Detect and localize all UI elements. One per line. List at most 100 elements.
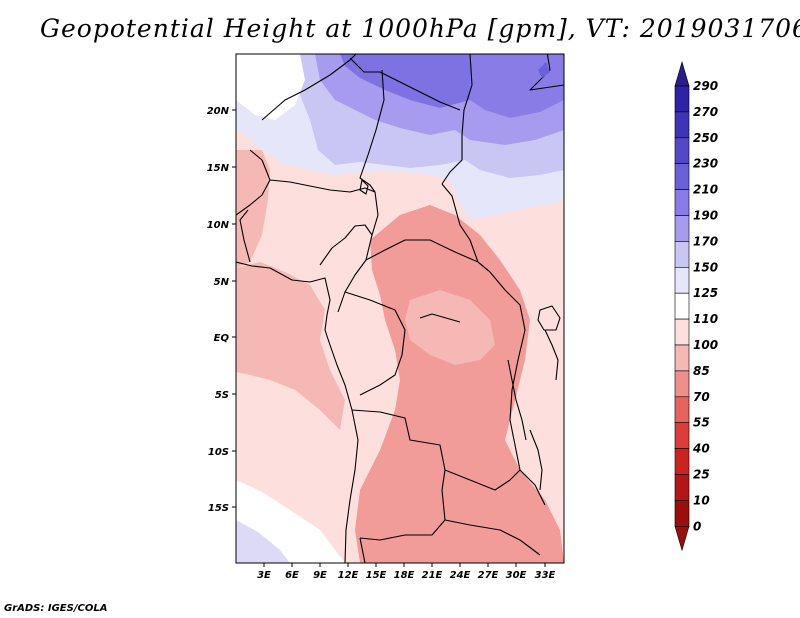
lat-tick-10S: 10S bbox=[208, 447, 236, 458]
colorbar-label: 10 bbox=[693, 493, 710, 507]
lon-label: 9E bbox=[313, 570, 327, 581]
border-west-africa bbox=[236, 149, 271, 216]
colorbar: 2902702502302101901701501251101008570554… bbox=[674, 60, 718, 552]
colorbar-label: 40 bbox=[692, 442, 710, 456]
longitude-axis: 3E 6E 9E 12E 15E 18E 21E 24E 27E 30E 33E bbox=[257, 563, 556, 581]
colorbar-label: 0 bbox=[693, 519, 701, 533]
border-car bbox=[365, 239, 521, 306]
map-panel bbox=[236, 54, 564, 563]
lon-label: 33E bbox=[535, 570, 556, 581]
lat-tick-15S: 15S bbox=[208, 503, 236, 514]
lat-tick-5S: 5S bbox=[215, 390, 236, 401]
border-congo bbox=[344, 291, 406, 396]
colorbar-top-arrow bbox=[674, 60, 690, 87]
colorbar-label: 190 bbox=[693, 209, 718, 223]
field-northwest-white bbox=[236, 54, 305, 120]
colorbar-label: 100 bbox=[693, 338, 718, 352]
border-zambia bbox=[444, 469, 546, 506]
lat-tick-15N: 15N bbox=[207, 163, 236, 174]
lat-tick-20N: 20N bbox=[207, 106, 236, 117]
lat-label: 10N bbox=[207, 220, 230, 231]
colorbar-swatch bbox=[674, 266, 690, 294]
lon-tick-12E: 12E bbox=[338, 563, 359, 581]
border-niger-nigeria bbox=[269, 179, 379, 236]
rift-shore bbox=[544, 329, 559, 381]
latitude-axis: 20N 15N 10N 5N EQ 5S 10S 15S bbox=[207, 106, 236, 514]
border-namibia bbox=[359, 537, 366, 563]
river-congo bbox=[419, 313, 461, 323]
colorbar-swatch bbox=[674, 448, 690, 475]
colorbar-swatch bbox=[674, 422, 690, 449]
lon-tick-33E: 33E bbox=[535, 563, 556, 581]
field-north-darker bbox=[340, 54, 470, 108]
colorbar-label: 55 bbox=[693, 416, 710, 430]
colorbar-swatch bbox=[674, 344, 690, 372]
lon-tick-6E: 6E bbox=[285, 563, 299, 581]
colorbar-label: 290 bbox=[693, 79, 718, 93]
lat-label: 5N bbox=[214, 277, 230, 288]
lon-tick-9E: 9E bbox=[313, 563, 327, 581]
colorbar-swatch bbox=[674, 474, 690, 501]
lake-malawi bbox=[529, 429, 543, 491]
lon-label: 24E bbox=[450, 570, 471, 581]
colorbar-swatch bbox=[674, 189, 690, 216]
border-chad bbox=[349, 57, 461, 111]
border-drc-east bbox=[509, 304, 526, 471]
field-central-light-patch bbox=[405, 290, 495, 365]
lon-label: 18E bbox=[394, 570, 415, 581]
lat-label: 5S bbox=[215, 390, 229, 401]
lon-tick-24E: 24E bbox=[450, 563, 471, 581]
lake-tanganyika bbox=[507, 359, 527, 441]
colorbar-swatch bbox=[674, 85, 690, 113]
border-nigeria-cameroon bbox=[319, 224, 373, 313]
lake-victoria bbox=[537, 305, 561, 331]
field-atlantic-pink bbox=[236, 262, 345, 430]
lat-tick-10N: 10N bbox=[207, 220, 236, 231]
border-botswana bbox=[444, 519, 541, 556]
colorbar-label: 270 bbox=[693, 105, 718, 119]
lon-tick-3E: 3E bbox=[257, 563, 271, 581]
colorbar-swatch bbox=[674, 215, 690, 242]
colorbar-label: 85 bbox=[693, 364, 710, 378]
colorbar-swatch bbox=[674, 318, 690, 346]
lat-label: 15N bbox=[207, 163, 230, 174]
map-title: Geopotential Height at 1000hPa [gpm], VT… bbox=[40, 14, 800, 43]
colorbar-swatch bbox=[674, 292, 690, 320]
lon-label: 12E bbox=[338, 570, 359, 581]
lon-tick-30E: 30E bbox=[506, 563, 527, 581]
lon-label: 15E bbox=[366, 570, 387, 581]
colorbar-label: 125 bbox=[693, 286, 718, 300]
border-east bbox=[529, 54, 564, 91]
colorbar-label: 150 bbox=[693, 260, 718, 274]
grads-credit: GrADS: IGES/COLA bbox=[4, 603, 108, 614]
field-west-sahel bbox=[236, 150, 270, 268]
border-libya-west bbox=[359, 69, 385, 193]
border-guinea bbox=[239, 209, 251, 263]
lat-label: 15S bbox=[208, 503, 229, 514]
border-angola bbox=[351, 409, 446, 541]
lake-chad bbox=[359, 179, 369, 195]
country-borders bbox=[236, 54, 564, 563]
coastline-west bbox=[236, 261, 359, 563]
field-central-dark bbox=[355, 205, 564, 563]
colorbar-swatch bbox=[674, 396, 690, 423]
lon-label: 27E bbox=[478, 570, 499, 581]
colorbar-label: 250 bbox=[693, 131, 718, 145]
lat-tick-5N: 5N bbox=[214, 277, 236, 288]
lon-tick-27E: 27E bbox=[478, 563, 499, 581]
colorbar-label: 170 bbox=[693, 234, 718, 248]
map-frame bbox=[235, 53, 565, 564]
field-southwest-corner-blue bbox=[236, 520, 290, 563]
colorbar-swatch bbox=[674, 137, 690, 165]
colorbar-bottom-arrow bbox=[674, 526, 690, 552]
lon-label: 6E bbox=[285, 570, 299, 581]
colorbar-swatch bbox=[674, 163, 690, 190]
lon-label: 30E bbox=[506, 570, 527, 581]
lon-label: 21E bbox=[422, 570, 443, 581]
colorbar-label: 25 bbox=[693, 468, 710, 482]
colorbar-label: 210 bbox=[693, 183, 718, 197]
lon-tick-18E: 18E bbox=[394, 563, 415, 581]
border-libya-egypt bbox=[441, 54, 473, 185]
colorbar-label: 70 bbox=[693, 390, 710, 404]
